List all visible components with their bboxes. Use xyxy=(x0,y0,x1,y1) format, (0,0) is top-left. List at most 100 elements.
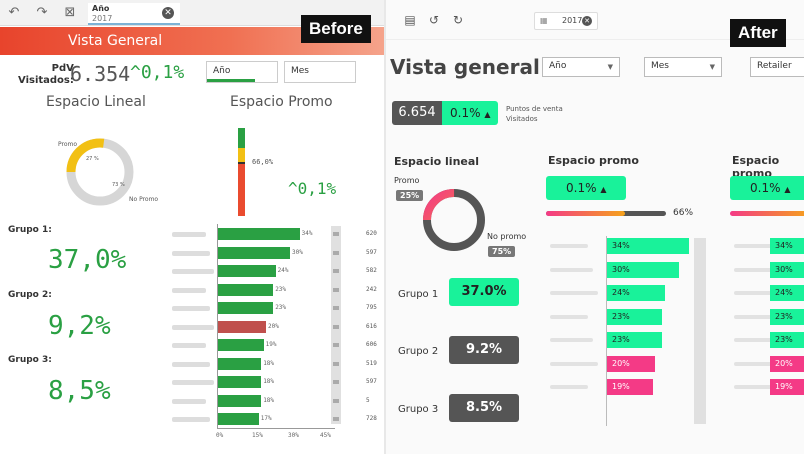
before-panel: ↶ ↷ ⊠ Año 2017 ✕ Before Vista General Pd… xyxy=(0,0,384,454)
bar[interactable]: 23% xyxy=(770,332,804,348)
kpi-label-line1: PdV xyxy=(51,63,74,74)
kpi-change: ^0,1% xyxy=(130,62,185,83)
year-selection-chip[interactable]: Año 2017 ✕ xyxy=(88,3,180,25)
bar-value-label: 19% xyxy=(265,341,277,348)
year-filter[interactable]: Año xyxy=(206,61,278,83)
group-2-value: 9.2% xyxy=(449,336,519,364)
bar[interactable] xyxy=(218,376,262,388)
row-count: 582 xyxy=(366,267,377,274)
bar[interactable]: 20% xyxy=(770,355,804,372)
group-3-value: 8.5% xyxy=(449,394,519,422)
retailer-filter-label: Retailer xyxy=(757,61,792,71)
donut-promo-segment xyxy=(66,138,134,206)
year-filter[interactable]: Año ▼ xyxy=(542,57,620,77)
bar[interactable] xyxy=(218,265,276,277)
bar[interactable]: 23% xyxy=(770,308,804,325)
espacio-lineal-donut xyxy=(66,138,134,206)
month-filter[interactable]: Mes xyxy=(284,61,356,83)
group-1-label: Grupo 1 xyxy=(398,289,439,300)
blurred-row-label xyxy=(550,291,598,295)
clear-year-icon[interactable]: ✕ xyxy=(162,7,174,19)
group-3-label: Grupo 3: xyxy=(8,355,52,365)
scroll-mini-bar xyxy=(333,343,339,347)
after-bar-chart-2: 34% 30% 24% 23% 23% 20% 19% xyxy=(730,236,804,450)
bar[interactable] xyxy=(218,339,264,351)
print-icon[interactable]: ▤ xyxy=(404,13,416,27)
after-panel: ▤ ↺ ↻ ▦ 2017 ✕ After Vista general Año ▼… xyxy=(386,0,804,454)
blurred-row-label xyxy=(172,398,206,404)
scroll-mini-bar xyxy=(333,306,339,310)
bar[interactable]: 20% xyxy=(607,355,655,372)
espacio-lineal-title: Espacio lineal xyxy=(394,155,480,168)
scrollbar[interactable] xyxy=(694,238,706,424)
donut-nopromo-pct: 75% xyxy=(488,246,516,257)
bar-value-label: 23% xyxy=(275,304,287,311)
bar[interactable] xyxy=(218,283,274,296)
bar[interactable]: 30% xyxy=(770,261,804,278)
bar[interactable] xyxy=(218,320,266,333)
donut-promo-pct: 27 % xyxy=(86,156,99,162)
blurred-row-label xyxy=(734,244,772,248)
bar[interactable]: 34% xyxy=(607,238,689,254)
bar[interactable]: 24% xyxy=(770,285,804,301)
bar[interactable]: 19% xyxy=(770,379,804,395)
bar[interactable] xyxy=(218,302,274,314)
bar-value-label: 18% xyxy=(263,396,275,404)
month-filter[interactable]: Mes ▼ xyxy=(644,57,722,77)
blurred-row-label xyxy=(734,267,777,272)
year-chip-value: 2017 xyxy=(562,16,583,25)
scroll-mini-bar xyxy=(333,269,339,273)
kpi-note: Puntos de venta Visitados xyxy=(506,104,563,124)
bar[interactable]: 30% xyxy=(607,261,679,278)
bar[interactable]: 24% xyxy=(607,285,665,301)
group-2-label: Grupo 2: xyxy=(8,290,52,300)
promo-2-progress-fill xyxy=(730,211,804,216)
donut-promo-label: Promo xyxy=(58,141,78,148)
bar[interactable] xyxy=(218,413,259,425)
scroll-mini-bar xyxy=(333,380,339,384)
year-selection-chip[interactable]: ▦ 2017 ✕ xyxy=(534,12,598,30)
blurred-row-label xyxy=(172,343,206,348)
bar[interactable]: 34% xyxy=(770,238,804,254)
kpi-change: 0.1% ▲ xyxy=(442,101,498,125)
bar[interactable] xyxy=(218,394,262,407)
blurred-row-label xyxy=(550,385,588,389)
bar[interactable]: 19% xyxy=(607,379,653,395)
clear-year-icon[interactable]: ✕ xyxy=(582,16,592,26)
kpi-label-line2: Visitados: xyxy=(18,75,74,86)
before-bar-chart: 0% 15% 30% 45% 34% 620 30% 597 24% 582 23% 242 2… xyxy=(170,224,384,448)
bar[interactable]: 23% xyxy=(607,332,663,348)
donut-promo-label: Promo xyxy=(394,176,420,185)
scroll-mini-bar xyxy=(333,250,339,255)
espacio-lineal-donut xyxy=(423,189,485,251)
clear-selections-icon[interactable]: ⊠ xyxy=(64,5,76,20)
row-count: 795 xyxy=(366,304,377,311)
donut-promo-segment xyxy=(423,189,485,251)
row-count: 242 xyxy=(366,285,377,293)
donut-promo-pct: 25% xyxy=(396,190,424,201)
row-count: 606 xyxy=(366,341,377,348)
row-count: 5 xyxy=(366,396,370,404)
forward-icon[interactable]: ↷ xyxy=(36,5,48,20)
bar[interactable] xyxy=(218,228,300,240)
blurred-row-label xyxy=(734,361,782,366)
blurred-row-label xyxy=(550,244,588,248)
bar[interactable] xyxy=(218,357,262,370)
group-1-value: 37,0% xyxy=(48,245,127,275)
page-title: Vista General xyxy=(68,33,163,49)
back-icon[interactable]: ↶ xyxy=(8,5,20,20)
scroll-mini-bar xyxy=(333,361,339,366)
blurred-row-label xyxy=(172,361,210,367)
year-chip-value: 2017 xyxy=(92,14,113,23)
blurred-row-label xyxy=(172,269,214,274)
group-3-label: Grupo 3 xyxy=(398,404,439,415)
bar[interactable] xyxy=(218,246,290,259)
year-chip-label: Año xyxy=(92,4,110,13)
redo-icon[interactable]: ↻ xyxy=(452,13,464,27)
undo-icon[interactable]: ↺ xyxy=(428,13,440,27)
blurred-row-label xyxy=(734,291,782,295)
group-3-value: 8,5% xyxy=(48,376,111,406)
bar[interactable]: 23% xyxy=(607,308,663,325)
retailer-filter[interactable]: Retailer xyxy=(750,57,804,77)
blurred-row-label xyxy=(734,338,777,342)
